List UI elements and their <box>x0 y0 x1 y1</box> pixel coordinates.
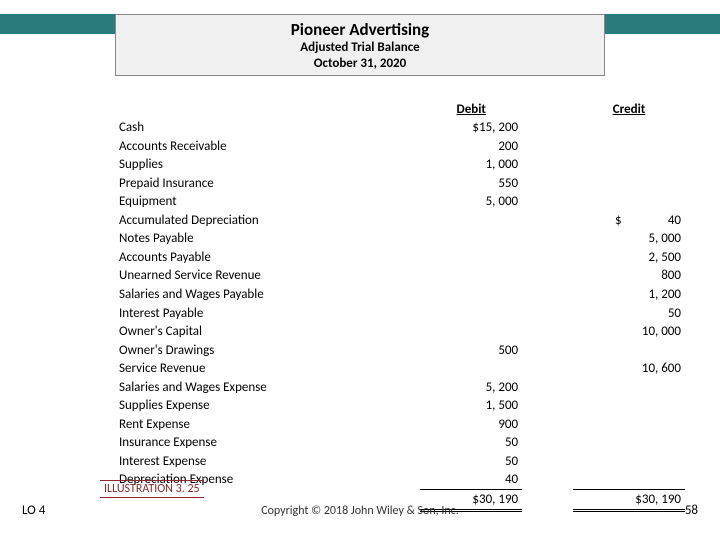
table-row: Interest Payable 50 <box>115 304 685 323</box>
debit-amount <box>420 323 522 342</box>
copyright-text: Copyright © 2018 John Wiley & Son, Inc. <box>0 504 720 518</box>
col-header-debit: Debit <box>420 100 522 119</box>
col-header-account <box>115 100 420 119</box>
table-row: Supplies1, 000 <box>115 156 685 175</box>
credit-amount <box>573 193 685 212</box>
account-name: Supplies Expense <box>115 397 420 416</box>
credit-amount: 10, 000 <box>573 323 685 342</box>
credit-amount <box>573 434 685 453</box>
credit-amount <box>573 471 685 490</box>
credit-amount <box>573 156 685 175</box>
debit-amount <box>420 285 522 304</box>
debit-amount <box>420 304 522 323</box>
debit-amount: $15, 200 <box>420 119 522 138</box>
account-name: Notes Payable <box>115 230 420 249</box>
table-row: Salaries and Wages Payable 1, 200 <box>115 285 685 304</box>
credit-amount <box>573 341 685 360</box>
col-header-credit: Credit <box>573 100 685 119</box>
debit-amount: 40 <box>420 471 522 490</box>
credit-amount <box>573 397 685 416</box>
table-row: Unearned Service Revenue 800 <box>115 267 685 286</box>
debit-amount: 200 <box>420 137 522 156</box>
table-row: Notes Payable 5, 000 <box>115 230 685 249</box>
account-name: Accumulated Depreciation <box>115 211 420 230</box>
account-name: Owner's Drawings <box>115 341 420 360</box>
debit-amount: 550 <box>420 174 522 193</box>
table-row: Equipment5, 000 <box>115 193 685 212</box>
debit-amount: 50 <box>420 452 522 471</box>
account-name: Accounts Receivable <box>115 137 420 156</box>
table-row: Service Revenue 10, 600 <box>115 360 685 379</box>
debit-amount: 5, 200 <box>420 378 522 397</box>
account-name: Owner's Capital <box>115 323 420 342</box>
credit-amount <box>573 119 685 138</box>
page-number: 58 <box>685 503 698 518</box>
table-row: Accumulated Depreciation $40 <box>115 211 685 230</box>
account-name: Prepaid Insurance <box>115 174 420 193</box>
table-row: Supplies Expense1, 500 <box>115 397 685 416</box>
account-name: Salaries and Wages Expense <box>115 378 420 397</box>
account-name: Accounts Payable <box>115 248 420 267</box>
account-name: Cash <box>115 119 420 138</box>
credit-amount: 2, 500 <box>573 248 685 267</box>
credit-amount: 800 <box>573 267 685 286</box>
debit-amount <box>420 267 522 286</box>
credit-amount: 1, 200 <box>573 285 685 304</box>
credit-amount: 10, 600 <box>573 360 685 379</box>
table-row: Accounts Receivable200 <box>115 137 685 156</box>
debit-amount <box>420 211 522 230</box>
account-name: Interest Expense <box>115 452 420 471</box>
table-row: Insurance Expense50 <box>115 434 685 453</box>
debit-amount <box>420 360 522 379</box>
table-row: Rent Expense900 <box>115 415 685 434</box>
illustration-label: ILLUSTRATION 3. 25 <box>100 480 204 498</box>
account-name: Supplies <box>115 156 420 175</box>
company-name: Pioneer Advertising <box>116 19 604 40</box>
account-name: Service Revenue <box>115 360 420 379</box>
table-row: Accounts Payable 2, 500 <box>115 248 685 267</box>
table-row: Owner's Drawings500 <box>115 341 685 360</box>
debit-amount: 1, 500 <box>420 397 522 416</box>
table-row: Prepaid Insurance550 <box>115 174 685 193</box>
credit-amount: $40 <box>573 211 685 230</box>
debit-amount: 5, 000 <box>420 193 522 212</box>
table-row: Interest Expense50 <box>115 452 685 471</box>
credit-amount <box>573 174 685 193</box>
debit-amount <box>420 230 522 249</box>
table-row: Cash$15, 200 <box>115 119 685 138</box>
credit-amount <box>573 378 685 397</box>
account-name: Insurance Expense <box>115 434 420 453</box>
debit-amount: 50 <box>420 434 522 453</box>
statement-date: October 31, 2020 <box>116 56 604 72</box>
statement-header: Pioneer Advertising Adjusted Trial Balan… <box>115 14 605 76</box>
statement-title: Adjusted Trial Balance <box>116 40 604 56</box>
account-name: Rent Expense <box>115 415 420 434</box>
trial-balance-table: Debit Credit Cash$15, 200Accounts Receiv… <box>115 100 685 512</box>
credit-amount: 50 <box>573 304 685 323</box>
debit-amount: 1, 000 <box>420 156 522 175</box>
table-row: Owner's Capital 10, 000 <box>115 323 685 342</box>
credit-amount <box>573 137 685 156</box>
credit-amount: 5, 000 <box>573 230 685 249</box>
credit-amount <box>573 415 685 434</box>
account-name: Salaries and Wages Payable <box>115 285 420 304</box>
credit-amount <box>573 452 685 471</box>
account-name: Interest Payable <box>115 304 420 323</box>
table-row: Salaries and Wages Expense5, 200 <box>115 378 685 397</box>
account-name: Equipment <box>115 193 420 212</box>
debit-amount: 500 <box>420 341 522 360</box>
debit-amount <box>420 248 522 267</box>
account-name: Unearned Service Revenue <box>115 267 420 286</box>
debit-amount: 900 <box>420 415 522 434</box>
